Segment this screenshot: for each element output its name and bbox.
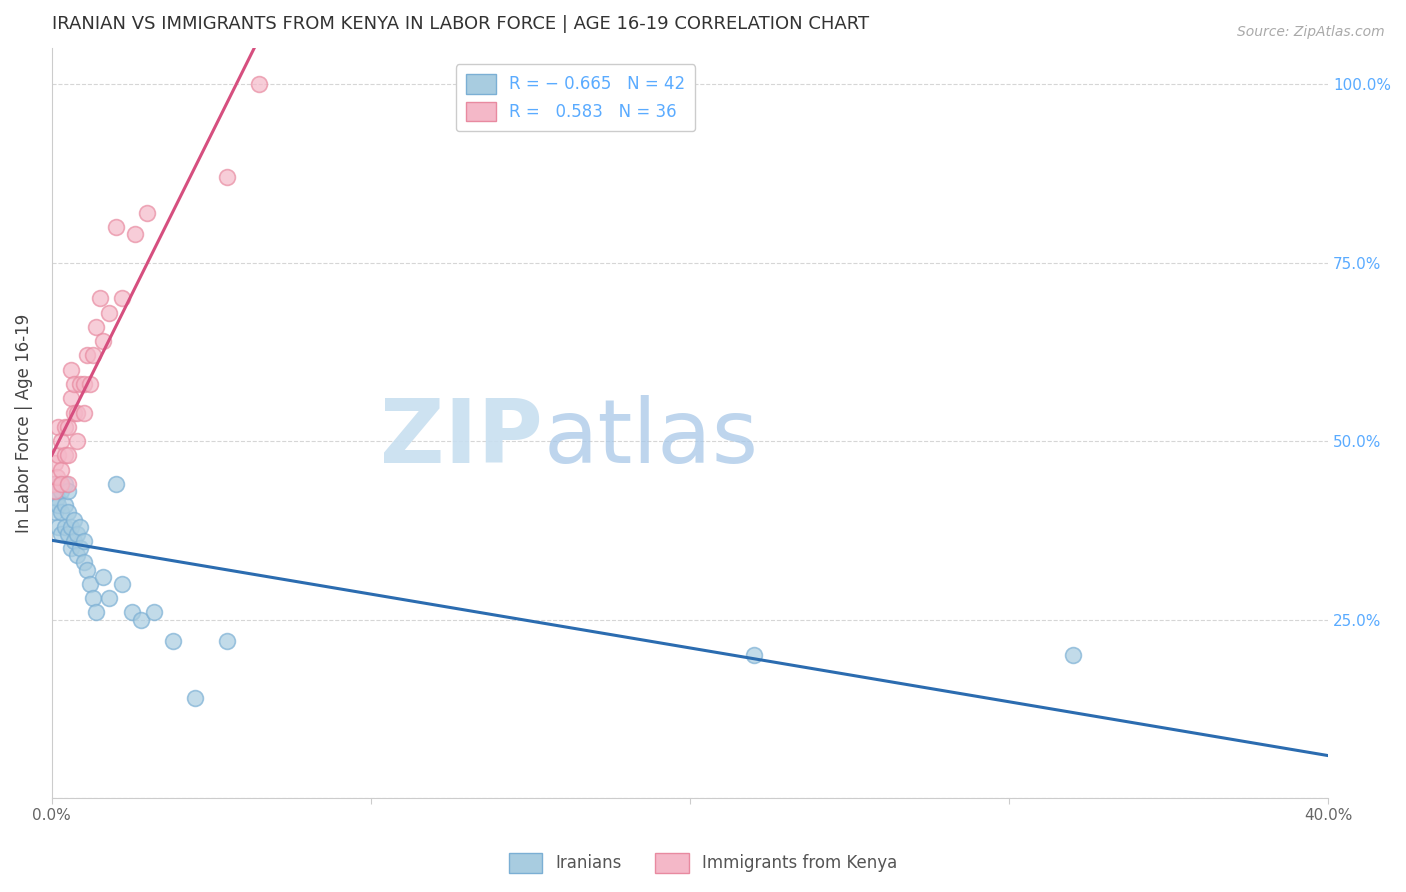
Point bbox=[121, 606, 143, 620]
Point bbox=[104, 219, 127, 234]
Point bbox=[56, 477, 79, 491]
Point bbox=[89, 291, 111, 305]
Point bbox=[46, 520, 69, 534]
Point bbox=[59, 391, 82, 405]
Point bbox=[66, 527, 89, 541]
Point bbox=[82, 591, 104, 606]
Point bbox=[162, 634, 184, 648]
Point bbox=[42, 484, 65, 499]
Point bbox=[66, 434, 89, 449]
Point bbox=[59, 520, 82, 534]
Point bbox=[59, 362, 82, 376]
Text: atlas: atlas bbox=[543, 395, 758, 482]
Point bbox=[66, 405, 89, 419]
Point bbox=[69, 541, 91, 556]
Point bbox=[56, 449, 79, 463]
Point bbox=[63, 534, 86, 549]
Point bbox=[73, 376, 96, 391]
Point bbox=[66, 549, 89, 563]
Point bbox=[51, 506, 73, 520]
Y-axis label: In Labor Force | Age 16-19: In Labor Force | Age 16-19 bbox=[15, 314, 32, 533]
Point bbox=[48, 477, 70, 491]
Point bbox=[44, 484, 66, 499]
Point bbox=[63, 513, 86, 527]
Point bbox=[82, 348, 104, 362]
Point bbox=[217, 169, 239, 184]
Point bbox=[217, 634, 239, 648]
Point bbox=[63, 376, 86, 391]
Point bbox=[45, 491, 67, 506]
Legend: Iranians, Immigrants from Kenya: Iranians, Immigrants from Kenya bbox=[502, 847, 904, 880]
Point bbox=[79, 376, 101, 391]
Point bbox=[91, 334, 114, 348]
Point bbox=[51, 527, 73, 541]
Point bbox=[56, 527, 79, 541]
Point bbox=[73, 405, 96, 419]
Point bbox=[73, 534, 96, 549]
Point bbox=[142, 606, 165, 620]
Point bbox=[69, 520, 91, 534]
Point bbox=[111, 291, 134, 305]
Point bbox=[742, 648, 765, 663]
Point bbox=[46, 420, 69, 434]
Point bbox=[79, 577, 101, 591]
Point bbox=[56, 484, 79, 499]
Point bbox=[44, 456, 66, 470]
Text: ZIP: ZIP bbox=[381, 395, 543, 482]
Point bbox=[98, 305, 121, 319]
Point bbox=[136, 205, 159, 219]
Point bbox=[1062, 648, 1084, 663]
Point bbox=[46, 499, 69, 513]
Legend: R = − 0.665   N = 42, R =   0.583   N = 36: R = − 0.665 N = 42, R = 0.583 N = 36 bbox=[456, 64, 695, 131]
Point bbox=[51, 463, 73, 477]
Text: IRANIAN VS IMMIGRANTS FROM KENYA IN LABOR FORCE | AGE 16-19 CORRELATION CHART: IRANIAN VS IMMIGRANTS FROM KENYA IN LABO… bbox=[52, 15, 869, 33]
Point bbox=[63, 405, 86, 419]
Point bbox=[91, 570, 114, 584]
Point bbox=[76, 348, 98, 362]
Point bbox=[53, 520, 76, 534]
Point bbox=[98, 591, 121, 606]
Point bbox=[56, 506, 79, 520]
Point bbox=[44, 477, 66, 491]
Point bbox=[184, 691, 207, 706]
Point bbox=[51, 484, 73, 499]
Point bbox=[129, 613, 152, 627]
Point bbox=[104, 477, 127, 491]
Point bbox=[86, 606, 108, 620]
Point bbox=[46, 449, 69, 463]
Point bbox=[42, 477, 65, 491]
Point bbox=[56, 420, 79, 434]
Point bbox=[51, 434, 73, 449]
Point bbox=[111, 577, 134, 591]
Point bbox=[45, 470, 67, 484]
Point bbox=[124, 227, 146, 241]
Point bbox=[73, 556, 96, 570]
Point bbox=[247, 77, 270, 91]
Point bbox=[51, 477, 73, 491]
Point bbox=[53, 477, 76, 491]
Point bbox=[53, 499, 76, 513]
Point bbox=[53, 449, 76, 463]
Text: Source: ZipAtlas.com: Source: ZipAtlas.com bbox=[1237, 25, 1385, 39]
Point bbox=[53, 420, 76, 434]
Point bbox=[69, 376, 91, 391]
Point bbox=[86, 319, 108, 334]
Point bbox=[44, 506, 66, 520]
Point bbox=[76, 563, 98, 577]
Point bbox=[59, 541, 82, 556]
